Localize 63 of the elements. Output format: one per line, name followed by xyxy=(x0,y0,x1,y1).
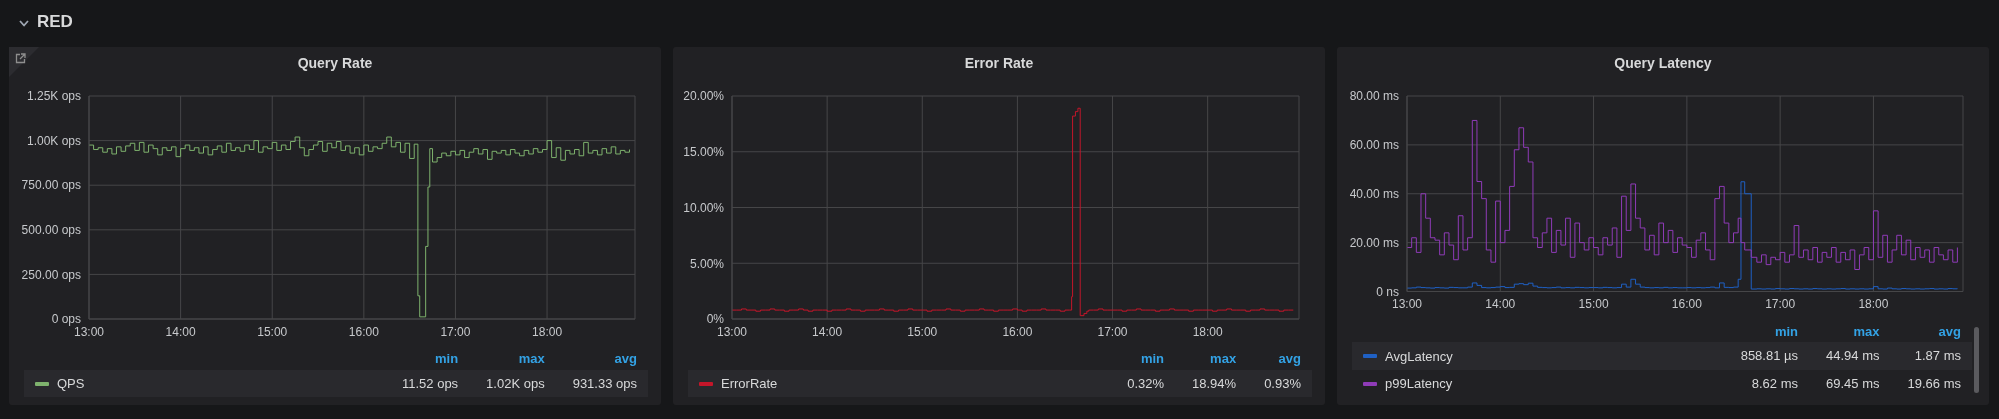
text: avg xyxy=(613,350,638,368)
x-tick-label: 16:00 xyxy=(1002,324,1033,339)
text: RED xyxy=(37,11,73,33)
y-tick-label: 750.00 ops xyxy=(21,178,81,193)
text: min xyxy=(1139,350,1165,368)
text: 19.66 ms xyxy=(1906,374,1962,393)
text: avg xyxy=(1277,350,1302,368)
chart-title: Error Rate xyxy=(963,54,1035,72)
text: max xyxy=(1852,322,1880,341)
text: avg xyxy=(1937,322,1962,341)
text: 931.33 ops xyxy=(571,374,638,393)
x-tick-label: 16:00 xyxy=(1671,297,1703,312)
legend-label: p99Latency xyxy=(1385,376,1453,392)
y-tick-label: 10.00% xyxy=(683,200,725,215)
y-tick-label: 1.00K ops xyxy=(26,133,81,148)
text: 18.94% xyxy=(1191,374,1237,393)
y-tick-label: 0% xyxy=(706,312,725,327)
text: 69.45 ms xyxy=(1825,374,1880,393)
text: min xyxy=(434,350,459,368)
x-tick-label: 14:00 xyxy=(165,324,196,339)
x-tick-label: 14:00 xyxy=(812,324,843,339)
y-tick-label: 0 ops xyxy=(51,312,81,327)
y-tick-label: 15.00% xyxy=(683,145,725,160)
text: 1.87 ms xyxy=(1913,347,1962,366)
y-tick-label: 80.00 ms xyxy=(1349,89,1399,104)
y-tick-label: 0 ns xyxy=(1376,284,1399,299)
x-tick-label: 17:00 xyxy=(1097,324,1128,339)
y-tick-label: 40.00 ms xyxy=(1349,187,1399,202)
text: 0.32% xyxy=(1126,374,1165,393)
x-tick-label: 16:00 xyxy=(348,324,380,339)
text: max xyxy=(517,350,545,368)
text: 11.52 ops xyxy=(400,374,459,393)
x-tick-label: 17:00 xyxy=(440,324,471,339)
chart-title: Query Latency xyxy=(1613,54,1713,72)
text: 8.62 ms xyxy=(1750,374,1799,393)
text: 44.94 ms xyxy=(1825,347,1880,366)
x-tick-label: 13:00 xyxy=(73,324,105,339)
y-tick-label: 60.00 ms xyxy=(1349,138,1399,153)
chart-title: Query Rate xyxy=(296,54,374,72)
x-tick-label: 13:00 xyxy=(716,324,748,339)
x-tick-label: 13:00 xyxy=(1391,297,1423,312)
x-tick-label: 18:00 xyxy=(532,324,563,339)
x-tick-label: 15:00 xyxy=(1578,297,1609,312)
x-tick-label: 15:00 xyxy=(907,324,938,339)
legend-label: QPS xyxy=(57,376,85,392)
y-tick-label: 500.00 ops xyxy=(21,223,81,238)
y-tick-label: 20.00% xyxy=(683,89,725,104)
x-tick-label: 17:00 xyxy=(1765,297,1796,312)
text: max xyxy=(1209,350,1237,368)
x-tick-label: 18:00 xyxy=(1858,297,1889,312)
y-tick-label: 250.00 ops xyxy=(21,267,81,282)
y-tick-label: 5.00% xyxy=(689,256,725,271)
text: 858.81 µs xyxy=(1739,347,1799,366)
y-tick-label: 20.00 ms xyxy=(1349,235,1399,250)
legend-label: AvgLatency xyxy=(1385,348,1453,364)
x-tick-label: 18:00 xyxy=(1192,324,1224,339)
y-tick-label: 1.25K ops xyxy=(26,89,81,104)
legend-label: ErrorRate xyxy=(721,376,778,392)
x-tick-label: 14:00 xyxy=(1485,297,1516,312)
text: 0.93% xyxy=(1263,374,1302,393)
text: 1.02K ops xyxy=(485,374,545,393)
text: min xyxy=(1773,322,1799,341)
x-tick-label: 15:00 xyxy=(257,324,288,339)
